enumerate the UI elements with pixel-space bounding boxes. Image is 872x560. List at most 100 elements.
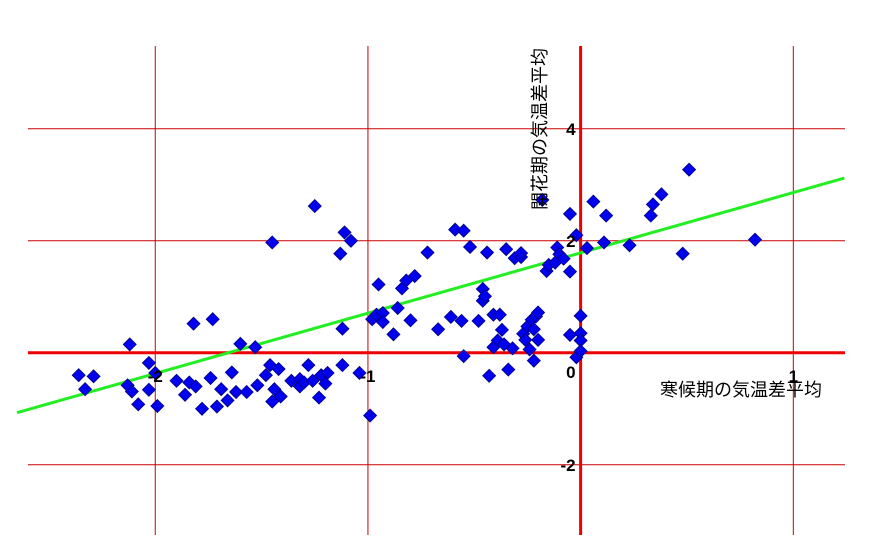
data-point bbox=[335, 358, 350, 373]
data-point bbox=[203, 370, 218, 386]
data-point bbox=[371, 277, 386, 292]
data-point bbox=[462, 239, 478, 255]
x-tick-label: -1 bbox=[360, 367, 375, 386]
data-points bbox=[71, 162, 763, 423]
data-point bbox=[150, 398, 165, 414]
data-point bbox=[482, 368, 497, 383]
data-point bbox=[233, 336, 248, 351]
data-point bbox=[531, 305, 546, 320]
data-point bbox=[169, 373, 184, 388]
data-point bbox=[177, 387, 193, 402]
data-point bbox=[305, 373, 320, 388]
data-point bbox=[363, 408, 378, 423]
data-point bbox=[407, 269, 422, 284]
data-point bbox=[229, 384, 244, 400]
data-point bbox=[448, 222, 463, 237]
data-point bbox=[526, 353, 541, 368]
data-point bbox=[431, 322, 446, 337]
data-point bbox=[499, 242, 514, 257]
data-point bbox=[141, 382, 156, 397]
data-point bbox=[403, 313, 418, 328]
data-point bbox=[456, 349, 471, 364]
data-point bbox=[122, 337, 137, 352]
data-point bbox=[556, 251, 571, 266]
x-tick-label: -2 bbox=[148, 367, 163, 386]
x-axis-label: 寒候期の気温差平均 bbox=[660, 380, 822, 401]
data-point bbox=[71, 368, 86, 383]
y-axis-label: 開花期の気温差平均 bbox=[530, 48, 551, 210]
data-point bbox=[188, 379, 203, 394]
y-tick-label: 2 bbox=[566, 232, 575, 251]
y-tick-label: 4 bbox=[566, 120, 576, 139]
data-point bbox=[335, 321, 350, 336]
data-point bbox=[390, 300, 405, 316]
data-point bbox=[209, 399, 225, 414]
data-point bbox=[569, 228, 584, 243]
data-point bbox=[479, 245, 495, 260]
data-point bbox=[456, 223, 471, 238]
data-point bbox=[643, 208, 658, 223]
data-point bbox=[148, 365, 163, 381]
trend-line-group bbox=[16, 176, 845, 415]
data-point bbox=[747, 232, 763, 247]
data-point bbox=[573, 308, 588, 323]
data-point bbox=[141, 355, 156, 370]
data-point bbox=[573, 344, 588, 359]
data-point bbox=[562, 206, 578, 221]
data-point bbox=[343, 233, 358, 248]
data-point bbox=[514, 246, 529, 261]
data-point bbox=[535, 192, 550, 207]
data-point bbox=[505, 341, 520, 356]
data-point bbox=[675, 246, 690, 261]
y-tick-label: 0 bbox=[566, 363, 575, 382]
data-point bbox=[562, 264, 578, 279]
data-point bbox=[307, 199, 322, 214]
data-point bbox=[531, 332, 546, 347]
data-point bbox=[526, 322, 541, 337]
data-point bbox=[124, 384, 139, 399]
data-point bbox=[682, 162, 697, 177]
data-point bbox=[579, 241, 595, 256]
data-point bbox=[265, 235, 280, 250]
data-point bbox=[386, 327, 401, 342]
data-point bbox=[239, 384, 254, 400]
axes bbox=[28, 46, 845, 535]
trend-line bbox=[16, 176, 845, 415]
data-point bbox=[86, 369, 101, 384]
data-point bbox=[78, 382, 93, 397]
y-tick-label: -2 bbox=[560, 456, 575, 475]
x-tick-label: 1 bbox=[789, 367, 798, 386]
data-point bbox=[562, 327, 578, 342]
data-point bbox=[337, 225, 352, 240]
data-point bbox=[224, 365, 239, 380]
data-point bbox=[318, 376, 333, 391]
data-point bbox=[586, 194, 601, 209]
data-point bbox=[267, 382, 282, 397]
grid-lines bbox=[28, 46, 845, 535]
data-point bbox=[420, 245, 435, 260]
data-point bbox=[492, 307, 507, 322]
data-point bbox=[131, 397, 146, 412]
data-point bbox=[471, 313, 486, 328]
data-point bbox=[443, 309, 458, 325]
data-point bbox=[654, 187, 669, 202]
data-point bbox=[265, 394, 280, 409]
data-point bbox=[599, 208, 614, 223]
data-point bbox=[311, 390, 327, 405]
data-point bbox=[645, 197, 661, 212]
data-point bbox=[194, 401, 210, 416]
data-point bbox=[375, 314, 390, 330]
data-point bbox=[352, 365, 367, 381]
data-point bbox=[333, 246, 348, 261]
data-point bbox=[214, 382, 229, 397]
data-point bbox=[220, 393, 235, 408]
data-point bbox=[454, 313, 469, 328]
data-point bbox=[494, 322, 509, 337]
data-point bbox=[522, 342, 537, 357]
tick-labels: -2 -1 1 -2 0 2 4 bbox=[148, 120, 798, 475]
data-point bbox=[248, 340, 263, 355]
data-point bbox=[518, 332, 533, 347]
data-point bbox=[258, 368, 273, 383]
data-point bbox=[205, 312, 220, 327]
